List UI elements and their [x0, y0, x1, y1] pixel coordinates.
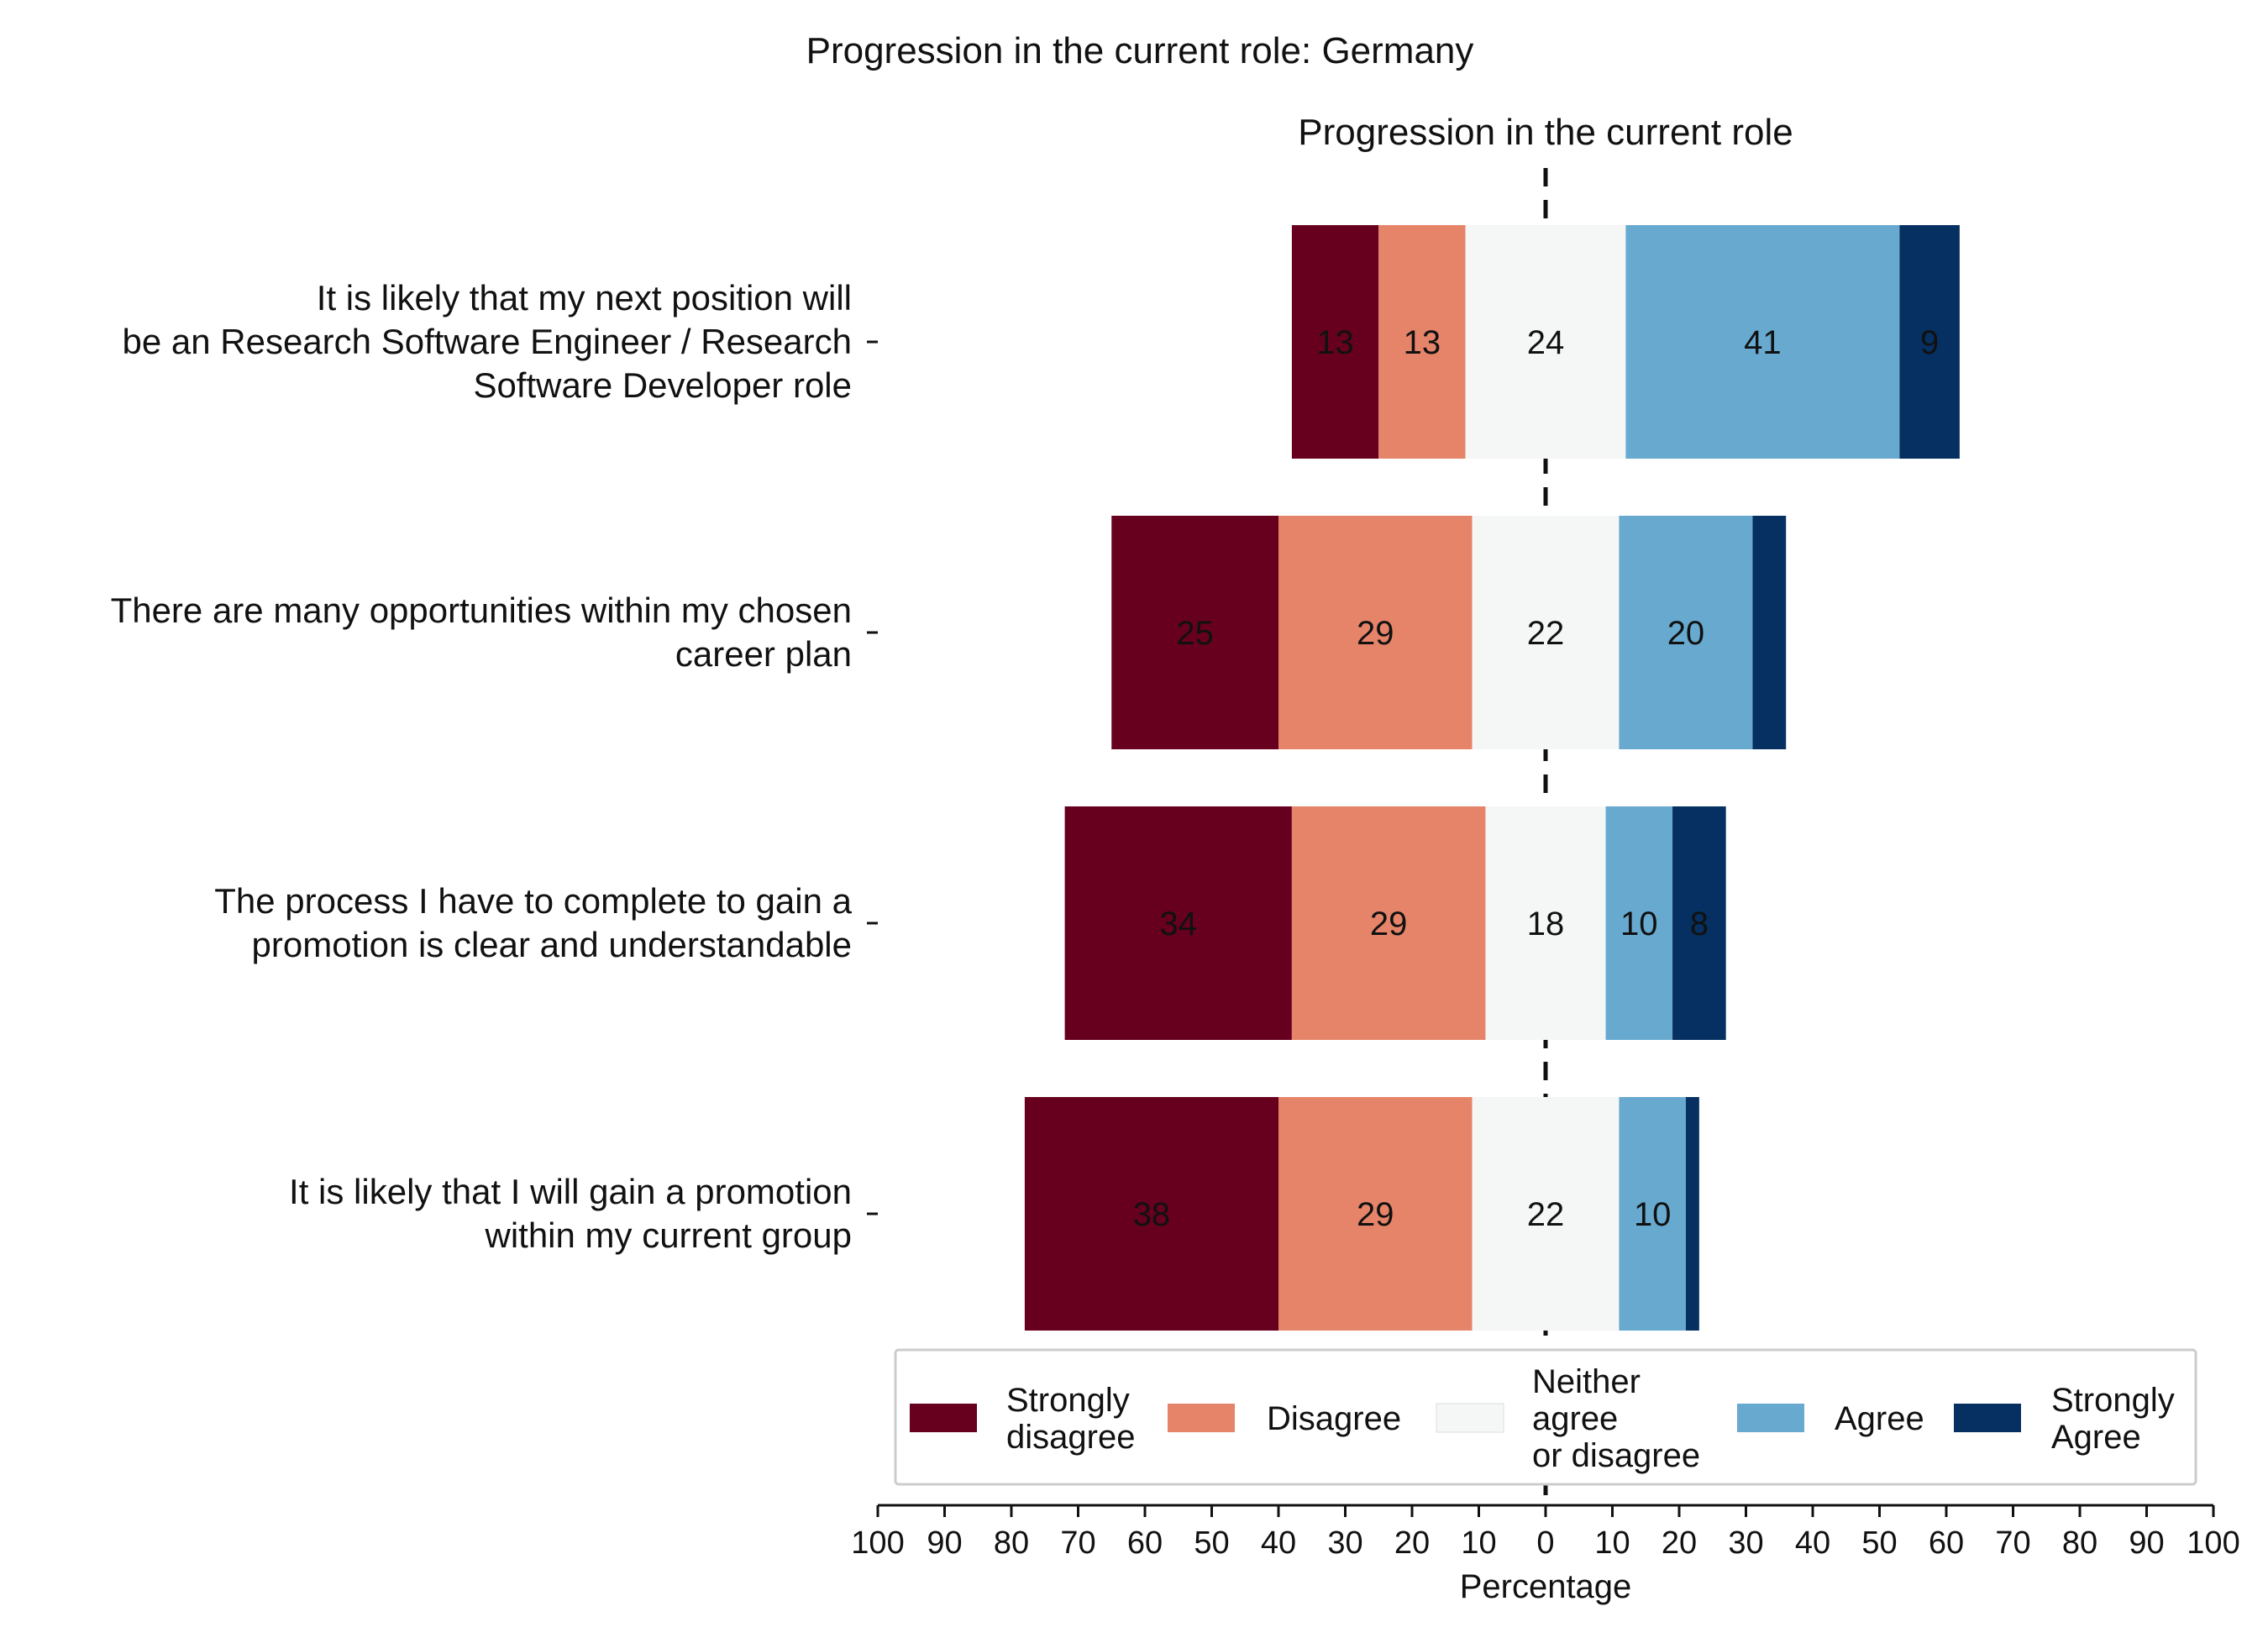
data-label-r4-s3: 22 [1527, 1196, 1565, 1233]
x-tick-label-15: 40 [1795, 1525, 1830, 1561]
chart-subtitle: Progression in the current role [1298, 112, 1793, 153]
x-tick-label-18: 70 [1995, 1525, 2030, 1561]
bar-row-1: 13 13 24 41 9 [1291, 225, 1960, 459]
bar-segment-r3-s5 [1672, 806, 1726, 1040]
bar-segment-r1-s3 [1465, 225, 1626, 459]
bar-row-3: 34 29 18 10 8 [1064, 806, 1726, 1040]
x-tick-label-21: 100 [2187, 1525, 2239, 1561]
bar-segment-r1-s1 [1291, 225, 1379, 459]
data-label-r1-s3: 24 [1527, 324, 1565, 361]
bar-segment-r4-s3 [1472, 1097, 1620, 1331]
x-tick-label-2: 90 [927, 1525, 962, 1561]
chart-title: Progression in the current role: Germany [806, 30, 1474, 71]
bar-row-2: 25 29 22 20 [1111, 516, 1787, 749]
legend-swatch-3 [1436, 1403, 1504, 1433]
x-tick-label-7: 40 [1261, 1525, 1296, 1561]
bar-segment-r3-s4 [1605, 806, 1673, 1040]
data-label-r4-s4: 10 [1634, 1196, 1672, 1233]
bar-row-4: 38 29 22 10 [1024, 1097, 1699, 1331]
x-tick-label-13: 20 [1662, 1525, 1697, 1561]
bar-segment-r1-s4 [1625, 225, 1900, 459]
data-label-r1-s5: 9 [1920, 324, 1939, 361]
bar-segment-r4-s4 [1619, 1097, 1686, 1331]
legend-label-5: Strongly Agree [2051, 1382, 2175, 1456]
bar-segment-r4-s2 [1278, 1097, 1473, 1331]
x-tick-label-1: 100 [851, 1525, 904, 1561]
bar-segment-r3-s2 [1291, 806, 1486, 1040]
category-label-r1-l3: Software Developer role [473, 365, 852, 405]
legend-label-3: Neither agree or disagree [1532, 1363, 1700, 1474]
category-label-r1-l1: It is likely that my next position will [317, 278, 852, 318]
data-label-r3-s3: 18 [1527, 906, 1565, 942]
category-label-r2-l1: There are many opportunities within my c… [111, 591, 852, 630]
data-label-r4-s2: 29 [1357, 1196, 1394, 1233]
x-tick-label-5: 60 [1127, 1525, 1163, 1561]
data-label-r1-s4: 41 [1744, 324, 1782, 361]
x-tick-label-20: 90 [2129, 1525, 2164, 1561]
bar-segment-r4-s5 [1685, 1097, 1699, 1331]
data-label-r4-s1: 38 [1133, 1196, 1171, 1233]
bar-segment-r2-s2 [1278, 516, 1473, 749]
bar-segment-r4-s1 [1024, 1097, 1278, 1331]
category-label-r4-l2: within my current group [484, 1215, 852, 1255]
x-tick-label-11: 0 [1536, 1525, 1554, 1561]
legend-box [894, 1348, 2197, 1486]
x-tick-label-16: 50 [1861, 1525, 1897, 1561]
data-label-r1-s2: 13 [1404, 324, 1441, 361]
x-tick-label-14: 30 [1728, 1525, 1763, 1561]
x-tick-label-3: 80 [994, 1525, 1029, 1561]
bar-segment-r1-s2 [1378, 225, 1466, 459]
legend-label-1: Strongly disagree [1006, 1382, 1135, 1456]
category-label-r4-l1: It is likely that I will gain a promotio… [289, 1172, 852, 1211]
bar-segment-r1-s5 [1899, 225, 1960, 459]
data-label-r3-s1: 34 [1160, 906, 1198, 942]
data-label-r1-s1: 13 [1316, 324, 1354, 361]
legend-swatch-2 [1168, 1404, 1235, 1432]
legend-swatch-4 [1737, 1404, 1804, 1432]
x-tick-label-4: 70 [1060, 1525, 1095, 1561]
bar-segment-r2-s1 [1111, 516, 1278, 749]
x-tick-label-9: 20 [1394, 1525, 1430, 1561]
legend-swatch-1 [910, 1404, 977, 1432]
category-label-r1-l2: be an Research Software Engineer / Resea… [123, 322, 853, 361]
legend-label-4: Agree [1835, 1400, 1924, 1437]
data-label-r3-s4: 10 [1620, 906, 1658, 942]
data-label-r2-s4: 20 [1667, 615, 1705, 652]
x-tick-label-12: 10 [1594, 1525, 1630, 1561]
x-tick-label-17: 60 [1929, 1525, 1964, 1561]
data-label-r3-s5: 8 [1690, 906, 1709, 942]
x-tick-label-8: 30 [1327, 1525, 1362, 1561]
category-label-r3-l2: promotion is clear and understandable [252, 925, 852, 964]
bar-segment-r2-s4 [1619, 516, 1753, 749]
category-label-r2-l2: career plan [675, 634, 852, 674]
legend: Strongly disagree Disagree Neither agree or d… [894, 1348, 2197, 1486]
bar-segment-r3-s1 [1064, 806, 1292, 1040]
legend-label-2: Disagree [1267, 1400, 1401, 1437]
x-axis-label: Percentage [1460, 1568, 1632, 1605]
bar-segment-r2-s5 [1752, 516, 1787, 749]
bar-segment-r2-s3 [1472, 516, 1620, 749]
data-label-r2-s3: 22 [1527, 615, 1565, 652]
x-tick-label-10: 10 [1461, 1525, 1496, 1561]
data-label-r2-s2: 29 [1357, 615, 1394, 652]
x-tick-label-19: 80 [2062, 1525, 2097, 1561]
legend-swatch-5 [1954, 1404, 2021, 1432]
category-label-r3-l1: The process I have to complete to gain a [214, 881, 852, 921]
data-label-r2-s1: 25 [1176, 615, 1214, 652]
bar-segment-r3-s3 [1485, 806, 1606, 1040]
x-tick-label-6: 50 [1194, 1525, 1229, 1561]
data-label-r3-s2: 29 [1370, 906, 1408, 942]
